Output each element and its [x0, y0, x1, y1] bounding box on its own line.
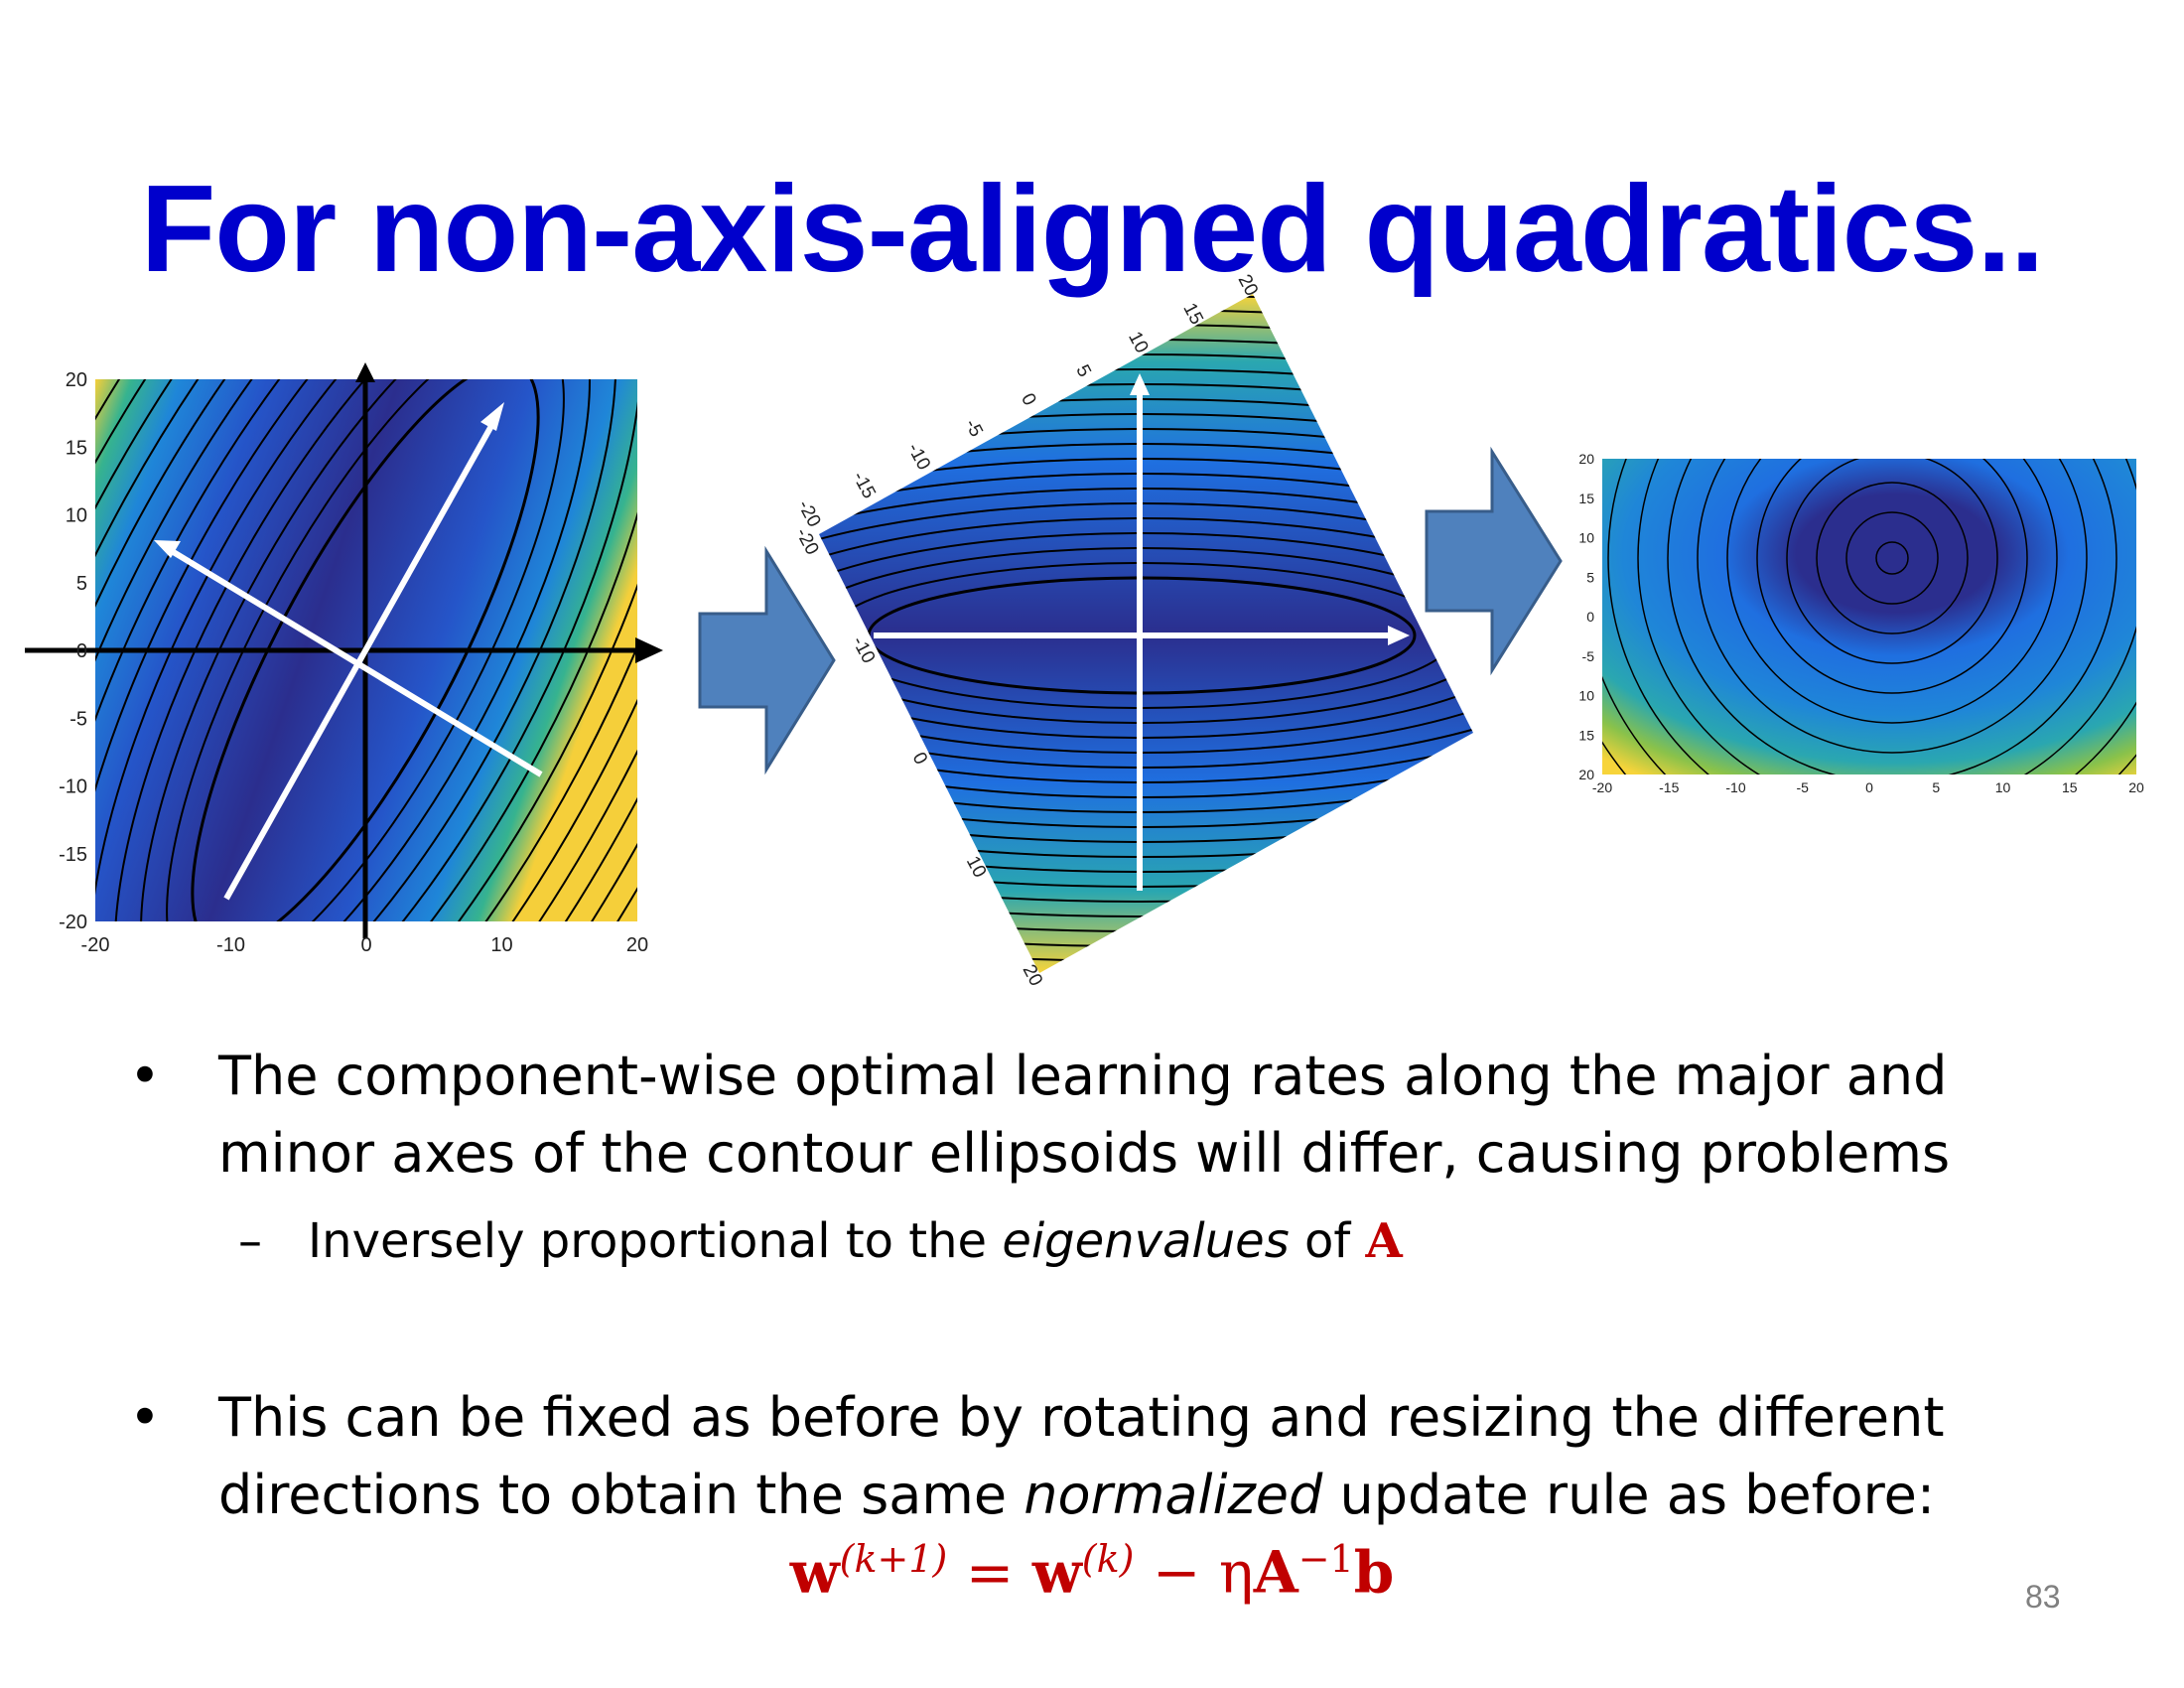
sub-bullet-middle: of [1289, 1213, 1366, 1269]
right-contour-plot: -20 -15 -10 -5 0 5 10 15 20 20 15 10 5 0 -5 10 15 20 [1578, 451, 2144, 795]
tick-label: 15 [66, 437, 87, 459]
contour-line [166, 379, 565, 921]
bullet-2: • This can be fixed as before by rotatin… [129, 1379, 2065, 1534]
bullet-2-italic: normalized [1024, 1464, 1323, 1526]
formula-w1: w [789, 1538, 840, 1607]
tick-label: 10 [490, 934, 512, 956]
formula-sup1: (k+1) [839, 1537, 948, 1581]
right-y-ticks: 20 15 10 5 0 -5 10 15 20 [1578, 451, 1594, 782]
formula-inverse: −1 [1297, 1537, 1354, 1581]
tick-label: -20 [1592, 779, 1612, 795]
matrix-a-symbol: A [1365, 1213, 1403, 1269]
contour-line [95, 379, 637, 921]
tick-label: 0 [1865, 779, 1873, 795]
formula-eq: = [947, 1538, 1032, 1607]
left-y-ticks: 20 15 10 5 0 -5 -10 -15 -20 [59, 369, 87, 933]
contour-line [1667, 459, 2117, 774]
right-x-ticks: -20 -15 -10 -5 0 5 10 15 20 [1592, 779, 2144, 795]
tick-label: -5 [1582, 648, 1595, 664]
contour-line [95, 379, 637, 921]
bullet-2-suffix: update rule as before: [1322, 1464, 1936, 1526]
tick-label: 20 [66, 369, 87, 391]
update-rule-formula: w(k+1) = w(k) − ηA−1b [0, 1537, 2184, 1606]
tick-label: 10 [1578, 688, 1594, 704]
tick-label: 5 [1071, 361, 1095, 380]
sub-bullet-italic: eigenvalues [1002, 1213, 1290, 1269]
slide-title: For non-axis-aligned quadratics.. [140, 161, 2045, 298]
formula-w2: w [1031, 1538, 1082, 1607]
tick-label: -10 [1725, 779, 1745, 795]
sub-bullet-dash: – [238, 1213, 262, 1269]
tick-label: 0 [1586, 609, 1594, 625]
tick-label: 0 [76, 640, 87, 662]
tick-label: 20 [1578, 451, 1594, 467]
left-contour-plot: -20 -10 0 10 20 20 15 10 5 0 -5 -10 -15 -20 [25, 362, 663, 956]
tick-label: 15 [1578, 727, 1594, 743]
tick-label: 5 [1932, 779, 1940, 795]
contour-line [1875, 541, 1909, 575]
tick-label: -15 [1659, 779, 1679, 795]
tick-label: 10 [1995, 779, 2011, 795]
contour-line [1726, 459, 2058, 724]
bullet-1-text: The component-wise optimal learning rate… [218, 1045, 1951, 1185]
tick-label: 5 [1586, 569, 1594, 585]
formula-sup2: (k) [1081, 1537, 1135, 1581]
page-number: 83 [2025, 1579, 2061, 1615]
contour-line [1786, 459, 1998, 664]
contour-line [1816, 482, 1969, 634]
formula-a: A [1253, 1538, 1298, 1607]
contour-line [819, 368, 1473, 903]
contour-line [140, 379, 591, 921]
tick-label: 0 [360, 934, 371, 956]
tick-label: 15 [1578, 491, 1594, 506]
tick-label: 0 [908, 749, 932, 768]
tick-label: 10 [66, 505, 87, 527]
formula-b: b [1353, 1538, 1395, 1607]
tick-label: -20 [81, 934, 110, 956]
tick-label: -15 [848, 469, 879, 502]
tick-label: -10 [216, 934, 245, 956]
tick-label: -15 [59, 844, 87, 866]
bullet-list: • The component-wise optimal learning ra… [129, 1038, 2065, 1534]
contour-line [1607, 459, 2136, 774]
transform-arrow-2 [1425, 446, 1563, 676]
bullet-dot: • [129, 1045, 161, 1107]
tick-label: -5 [1797, 779, 1810, 795]
tick-label: 20 [626, 934, 648, 956]
bullet-dot: • [129, 1386, 161, 1449]
tick-label: -10 [903, 440, 934, 474]
contour-line [95, 379, 637, 921]
transform-arrow-1 [698, 545, 836, 775]
bullet-2-prefix: This can be fixed as before by rotating … [218, 1386, 1945, 1526]
sub-bullet-prefix: Inversely proportional to the [308, 1213, 1003, 1269]
left-x-ticks: -20 -10 0 10 20 [81, 934, 649, 956]
contour-line [1756, 459, 2028, 694]
tick-label: 5 [76, 573, 87, 595]
tick-label: -10 [59, 776, 87, 798]
bullet-1: • The component-wise optimal learning ra… [129, 1038, 2065, 1193]
formula-minus-eta: − η [1134, 1538, 1254, 1607]
contour-line [1697, 459, 2088, 754]
tick-label: 0 [1017, 390, 1040, 409]
contour-line [1845, 511, 1939, 605]
sub-bullet-1: – Inversely proportional to the eigenval… [129, 1206, 2065, 1276]
right-contour-lines [1602, 459, 2136, 774]
contour-line [1637, 459, 2136, 774]
tick-label: -20 [791, 524, 822, 558]
tick-label: -5 [69, 708, 87, 730]
tick-label: 20 [1578, 767, 1594, 782]
tick-label: -20 [59, 912, 87, 933]
tick-label: -5 [960, 416, 986, 441]
contour-line [95, 379, 637, 921]
tick-label: 20 [2128, 779, 2144, 795]
tick-label: 15 [2062, 779, 2078, 795]
tick-label: 10 [1578, 530, 1594, 546]
tick-label: 20 [1234, 271, 1262, 300]
